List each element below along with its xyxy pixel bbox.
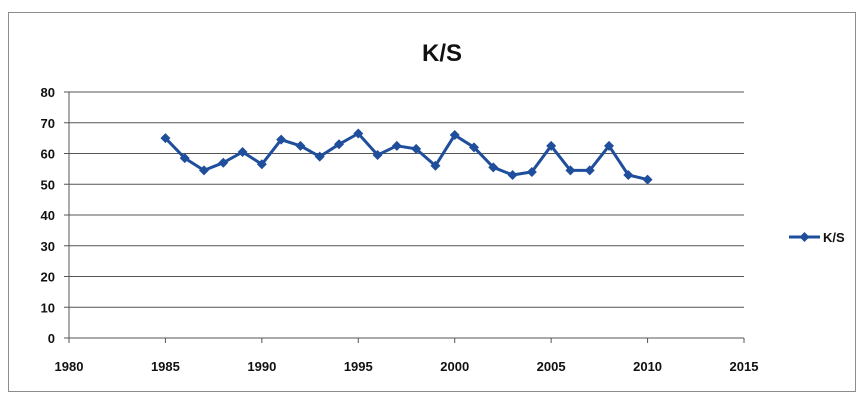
x-tick-label: 2015 (730, 359, 759, 374)
line-chart: K/S 0 10 20 30 40 50 60 70 80 1980 1985 1990 1995 20… (41, 40, 845, 374)
x-axis-ticks: 1980 1985 1990 1995 2000 2005 2010 2015 (55, 359, 759, 374)
y-tick-label: 60 (41, 147, 55, 162)
data-point-marker (391, 140, 402, 151)
data-point-marker (642, 174, 653, 185)
y-tick-label: 10 (41, 300, 55, 315)
data-point-marker (565, 165, 576, 176)
legend: K/S (789, 230, 845, 245)
y-axis-ticks: 0 10 20 30 40 50 60 70 80 (41, 85, 55, 346)
x-tick-label: 1995 (344, 359, 373, 374)
data-point-marker (546, 140, 557, 151)
legend-label: K/S (823, 230, 845, 245)
data-point-marker (526, 166, 537, 177)
y-tick-label: 0 (48, 331, 55, 346)
data-point-marker (334, 139, 344, 150)
x-tick-label: 2005 (537, 359, 566, 374)
y-tick-label: 40 (41, 208, 55, 223)
x-tick-label: 1990 (247, 359, 276, 374)
y-tick-label: 20 (41, 270, 55, 285)
x-tick-label: 2000 (440, 359, 469, 374)
chart-title: K/S (422, 40, 462, 67)
data-point-marker (469, 142, 479, 153)
x-tick-label: 2010 (633, 359, 662, 374)
y-tick-label: 80 (41, 85, 55, 100)
x-tick-label: 1985 (151, 359, 180, 374)
data-point-marker (276, 134, 287, 145)
y-tick-label: 70 (41, 116, 55, 131)
data-point-marker (314, 151, 325, 162)
data-point-marker (179, 153, 190, 164)
data-point-marker (295, 140, 306, 151)
legend-marker (799, 232, 810, 242)
data-point-marker (623, 170, 634, 181)
data-point-marker (604, 140, 614, 151)
data-point-marker (372, 150, 383, 161)
data-point-marker (411, 143, 422, 154)
data-point-marker (256, 159, 267, 170)
x-tick-label: 1980 (55, 359, 84, 374)
series-line (164, 132, 648, 182)
y-tick-label: 50 (41, 177, 55, 192)
data-point-marker (488, 162, 499, 173)
gridlines (69, 91, 744, 308)
data-point-marker (237, 146, 248, 157)
data-point-marker (507, 170, 518, 181)
data-point-marker (353, 128, 364, 139)
y-tick-label: 30 (41, 239, 55, 254)
data-point-marker (430, 160, 441, 171)
data-point-marker (199, 165, 209, 176)
data-point-marker (584, 165, 595, 176)
data-point-marker (218, 157, 229, 168)
chart-frame: K/S 0 10 20 30 40 50 60 70 80 1980 1985 1990 1995 20… (8, 12, 856, 392)
axes (64, 91, 745, 343)
data-point-marker (160, 133, 171, 144)
data-point-marker (449, 130, 460, 141)
series-layer (160, 128, 653, 185)
